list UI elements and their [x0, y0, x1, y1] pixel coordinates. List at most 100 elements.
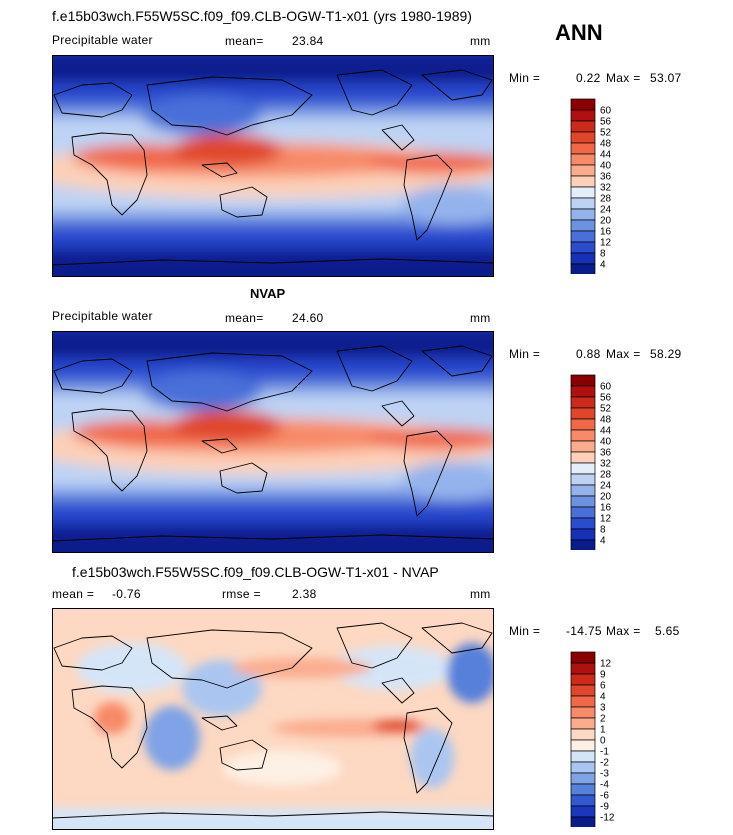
colorbar-tick-label: 16: [600, 503, 612, 514]
colorbar-box: [570, 728, 596, 741]
colorbar-box: [570, 131, 596, 144]
colorbar-box: [570, 539, 596, 550]
panel2-units: mm: [470, 311, 491, 325]
panel3-map: [52, 608, 494, 830]
colorbar-box: [570, 794, 596, 807]
colorbar-box: [570, 651, 596, 664]
colorbar-box: [570, 761, 596, 774]
colorbar-tick-label: 56: [600, 393, 612, 404]
panel1-mean: 23.84: [292, 34, 324, 48]
panel1-min-label: Min =: [509, 71, 541, 85]
colorbar-tick-label: 48: [600, 415, 612, 426]
colorbar-tick-label: 60: [600, 106, 612, 117]
colorbar-box: [570, 142, 596, 155]
colorbar-tick-label: 44: [600, 426, 612, 437]
colorbar-box: [570, 506, 596, 519]
coastline: [421, 69, 493, 101]
panel2-mean: 24.60: [292, 311, 324, 325]
colorbar-box: [570, 816, 596, 827]
colorbar-tick-label: 4: [600, 260, 606, 271]
colorbar-box: [570, 109, 596, 122]
colorbar-box: [570, 263, 596, 274]
colorbar-box: [570, 528, 596, 541]
coastline: [421, 622, 493, 654]
colorbar-box: [570, 186, 596, 199]
colorbar-tick-label: 24: [600, 481, 612, 492]
colorbar-box: [570, 495, 596, 508]
colorbar-tick-label: -2: [600, 758, 609, 769]
colorbar-box: [570, 484, 596, 497]
colorbar-tick-label: 6: [600, 681, 606, 692]
colorbar-tick-label: 12: [600, 514, 612, 525]
coastline: [146, 352, 313, 412]
colorbar-tick-label: 24: [600, 205, 612, 216]
coastline: [71, 132, 148, 216]
colorbar-tick-label: -4: [600, 780, 609, 791]
colorbar-box: [570, 197, 596, 210]
coastline: [381, 400, 415, 427]
colorbar-tick-label: 20: [600, 216, 612, 227]
colorbar-tick-label: 52: [600, 128, 612, 139]
colorbar-tick-label: 20: [600, 492, 612, 503]
colorbar-box: [570, 407, 596, 420]
coastline: [403, 430, 453, 517]
coastline: [53, 82, 133, 118]
panel3-mean: -0.76: [112, 587, 141, 601]
colorbar-tick-label: 4: [600, 536, 606, 547]
colorbar-box: [570, 153, 596, 166]
panel2-max: 58.29: [650, 347, 682, 361]
colorbar-tick-label: 40: [600, 437, 612, 448]
colorbar-box: [570, 241, 596, 254]
colorbar-tick-label: 8: [600, 249, 606, 260]
colorbar-box: [570, 805, 596, 818]
colorbar-box: [570, 772, 596, 785]
colorbar-tick-label: 2: [600, 714, 606, 725]
colorbar-tick-label: -12: [600, 813, 615, 824]
colorbar-box: [570, 175, 596, 188]
colorbar-box: [570, 208, 596, 221]
colorbar-tick-label: -9: [600, 802, 609, 813]
panel1-max: 53.07: [650, 71, 682, 85]
colorbar-box: [570, 451, 596, 464]
panel1-min: 0.22: [576, 71, 601, 85]
coastline: [381, 124, 415, 151]
colorbar-box: [570, 783, 596, 796]
panel2-map: [52, 331, 494, 553]
colorbar-tick-label: 0: [600, 736, 606, 747]
colorbar-box: [570, 662, 596, 675]
colorbar-box: [570, 164, 596, 177]
colorbar-tick-label: 16: [600, 227, 612, 238]
panel2-max-label: Max =: [606, 347, 641, 361]
colorbar-box: [570, 684, 596, 697]
coastline: [381, 677, 415, 704]
colorbar-tick-label: -3: [600, 769, 609, 780]
colorbar-box: [570, 473, 596, 486]
coastline: [53, 358, 133, 394]
colorbar-box: [570, 385, 596, 398]
coastline: [336, 345, 413, 392]
coastline: [421, 345, 493, 377]
colorbar-tick-label: 36: [600, 172, 612, 183]
panel3-title: f.e15b03wch.F55W5SC.f09_f09.CLB-OGW-T1-x…: [72, 564, 439, 580]
main-title: f.e15b03wch.F55W5SC.f09_f09.CLB-OGW-T1-x…: [52, 8, 472, 24]
panel1-units: mm: [470, 34, 491, 48]
colorbar-tick-label: 56: [600, 117, 612, 128]
coastline: [146, 76, 313, 136]
coastline: [336, 622, 413, 669]
coastline: [201, 438, 238, 454]
colorbar-box: [570, 717, 596, 730]
colorbar-tick-label: 28: [600, 194, 612, 205]
colorbar-box: [570, 695, 596, 708]
colorbar-box: [570, 517, 596, 530]
coastline: [146, 629, 313, 689]
colorbar-box: [570, 418, 596, 431]
panel1-map: [52, 55, 494, 277]
panel3-max-label: Max =: [606, 624, 641, 638]
panel2-min-label: Min =: [509, 347, 541, 361]
panel2-mean-label: mean=: [225, 311, 264, 325]
colorbar-tick-label: 32: [600, 183, 612, 194]
colorbar-tick-label: 4: [600, 692, 606, 703]
colorbar-tick-label: 40: [600, 161, 612, 172]
